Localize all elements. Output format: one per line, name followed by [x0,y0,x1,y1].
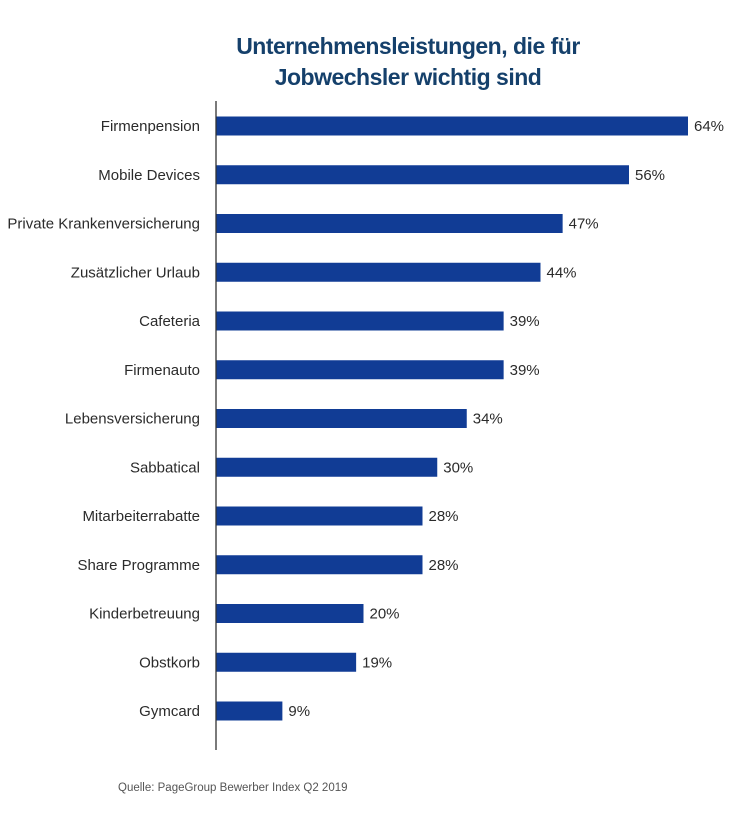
value-label: 44% [547,264,577,281]
bar-mobile-devices [216,165,629,185]
category-label: Mobile Devices [98,167,200,184]
value-label: 28% [429,508,459,525]
bar-gymcard [216,701,283,721]
category-label: Zusätzlicher Urlaub [71,264,200,281]
value-label: 30% [443,459,473,476]
value-label: 20% [370,606,400,623]
value-label: 9% [288,703,310,720]
bar-sabbatical [216,457,438,477]
bar-mitarbeiterrabatte [216,506,423,526]
value-label: 47% [569,216,599,233]
category-label: Kinderbetreuung [89,606,200,623]
chart-title: Unternehmensleistungen, die für Jobwechs… [0,31,748,93]
category-label: Sabbatical [130,459,200,476]
category-label: Firmenpension [101,118,200,135]
bar-share-programme [216,555,423,575]
value-label: 39% [510,313,540,330]
chart-title-line-2: Jobwechsler wichtig sind [274,64,542,90]
bar-zusätzlicher-urlaub [216,262,541,282]
category-label: Cafeteria [139,313,201,330]
source-note: Quelle: PageGroup Bewerber Index Q2 2019 [118,782,348,794]
chart-title-line-1: Unternehmensleistungen, die für [236,33,580,59]
category-label: Mitarbeiterrabatte [82,508,200,525]
value-label: 19% [362,654,392,671]
value-label: 56% [635,167,665,184]
category-label: Private Krankenversicherung [7,216,200,233]
value-label: 39% [510,362,540,379]
bar-firmenpension [216,116,688,136]
category-label: Lebensversicherung [65,411,200,428]
category-label: Firmenauto [124,362,200,379]
category-label: Gymcard [139,703,200,720]
category-label: Share Programme [77,557,200,574]
bar-firmenauto [216,360,504,380]
value-label: 64% [694,118,724,135]
value-label: 28% [429,557,459,574]
bar-lebensversicherung [216,409,467,428]
value-label: 34% [473,411,503,428]
bar-kinderbetreuung [216,604,364,623]
bar-obstkorb [216,652,357,672]
category-label: Obstkorb [139,654,200,671]
bar-cafeteria [216,311,504,331]
bar-private-krankenversicherung [216,214,563,233]
